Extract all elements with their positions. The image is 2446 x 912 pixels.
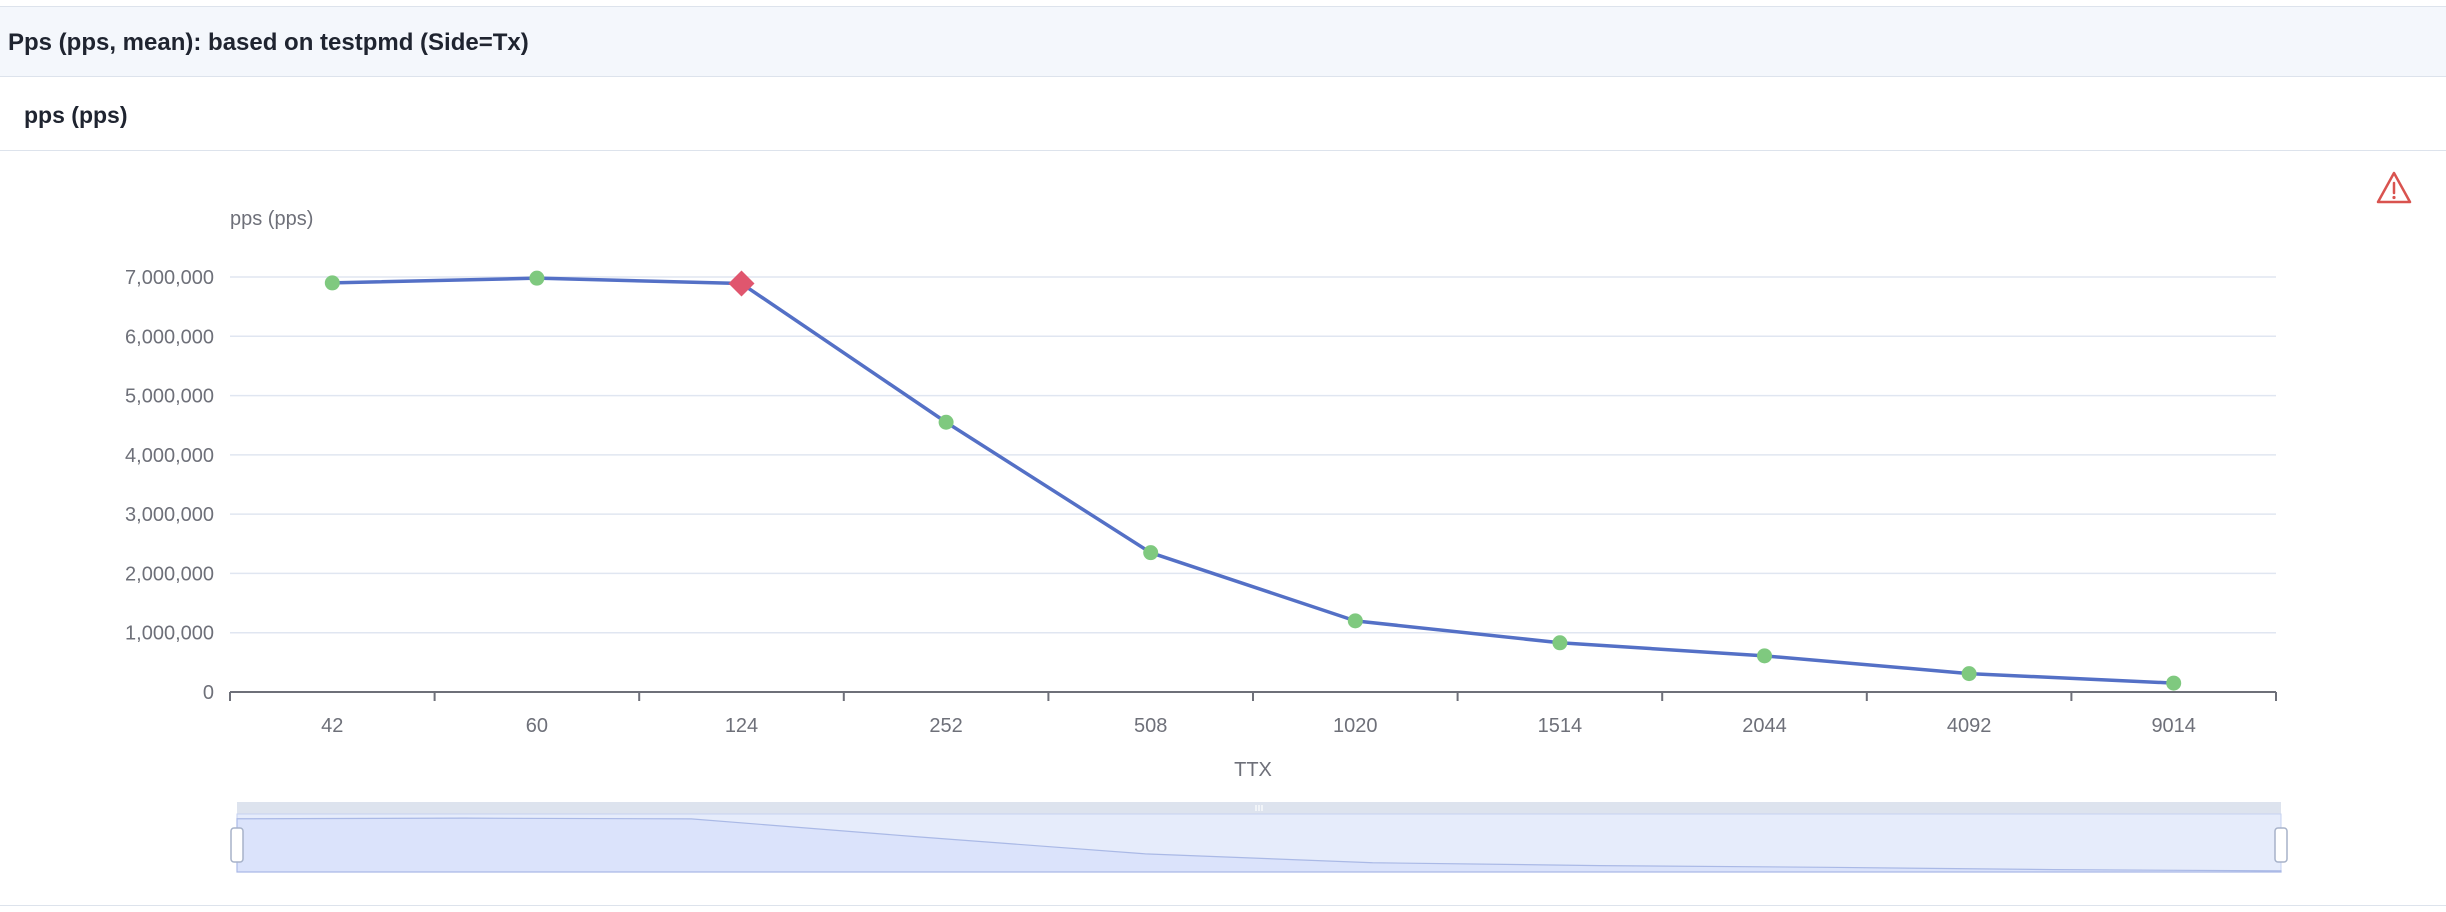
data-point[interactable] bbox=[1757, 648, 1772, 664]
data-point[interactable] bbox=[2166, 675, 2182, 691]
y-tick-label: 2,000,000 bbox=[125, 563, 214, 585]
data-point[interactable] bbox=[324, 275, 340, 291]
warning-icon[interactable] bbox=[2376, 170, 2412, 206]
x-tick-label: 124 bbox=[725, 715, 758, 737]
data-point[interactable] bbox=[1143, 545, 1159, 561]
data-point[interactable] bbox=[1552, 635, 1568, 651]
x-tick-label: 9014 bbox=[2151, 715, 2196, 737]
data-point[interactable] bbox=[1961, 666, 1977, 682]
y-tick-label: 0 bbox=[203, 682, 214, 704]
x-tick-label: 1020 bbox=[1333, 715, 1378, 737]
x-tick-label: 4092 bbox=[1947, 715, 1992, 737]
y-tick-label: 1,000,000 bbox=[125, 623, 214, 645]
data-point[interactable] bbox=[529, 270, 545, 286]
data-point[interactable] bbox=[1347, 613, 1363, 629]
zoom-slider-preview bbox=[236, 817, 2282, 873]
y-tick-label: 7,000,000 bbox=[125, 267, 214, 289]
highlight-point[interactable] bbox=[728, 270, 755, 297]
x-tick-label: 1514 bbox=[1538, 715, 1583, 737]
card-title: pps (pps) bbox=[24, 102, 128, 128]
page-header: Pps (pps, mean): based on testpmd (Side=… bbox=[0, 6, 2446, 77]
zoom-slider-handle-left[interactable] bbox=[230, 827, 244, 863]
y-tick-label: 3,000,000 bbox=[125, 504, 214, 526]
x-tick-label: 42 bbox=[321, 715, 343, 737]
page-title: Pps (pps, mean): based on testpmd (Side=… bbox=[8, 29, 529, 56]
x-tick-label: 60 bbox=[526, 715, 548, 737]
x-axis-title: TTX bbox=[1234, 759, 1272, 781]
x-tick-label: 252 bbox=[929, 715, 962, 737]
y-tick-label: 6,000,000 bbox=[125, 326, 214, 348]
x-tick-label: 2044 bbox=[1742, 715, 1787, 737]
data-point[interactable] bbox=[938, 414, 954, 430]
chart-card: pps (pps) bbox=[0, 78, 2446, 906]
card-header: pps (pps) bbox=[0, 78, 2446, 151]
y-tick-label: 5,000,000 bbox=[125, 386, 214, 408]
x-tick-label: 508 bbox=[1134, 715, 1167, 737]
zoom-slider-handle-right[interactable] bbox=[2274, 827, 2288, 863]
y-tick-label: 4,000,000 bbox=[125, 445, 214, 467]
series-line bbox=[332, 276, 2174, 685]
y-axis-title: pps (pps) bbox=[230, 208, 313, 230]
